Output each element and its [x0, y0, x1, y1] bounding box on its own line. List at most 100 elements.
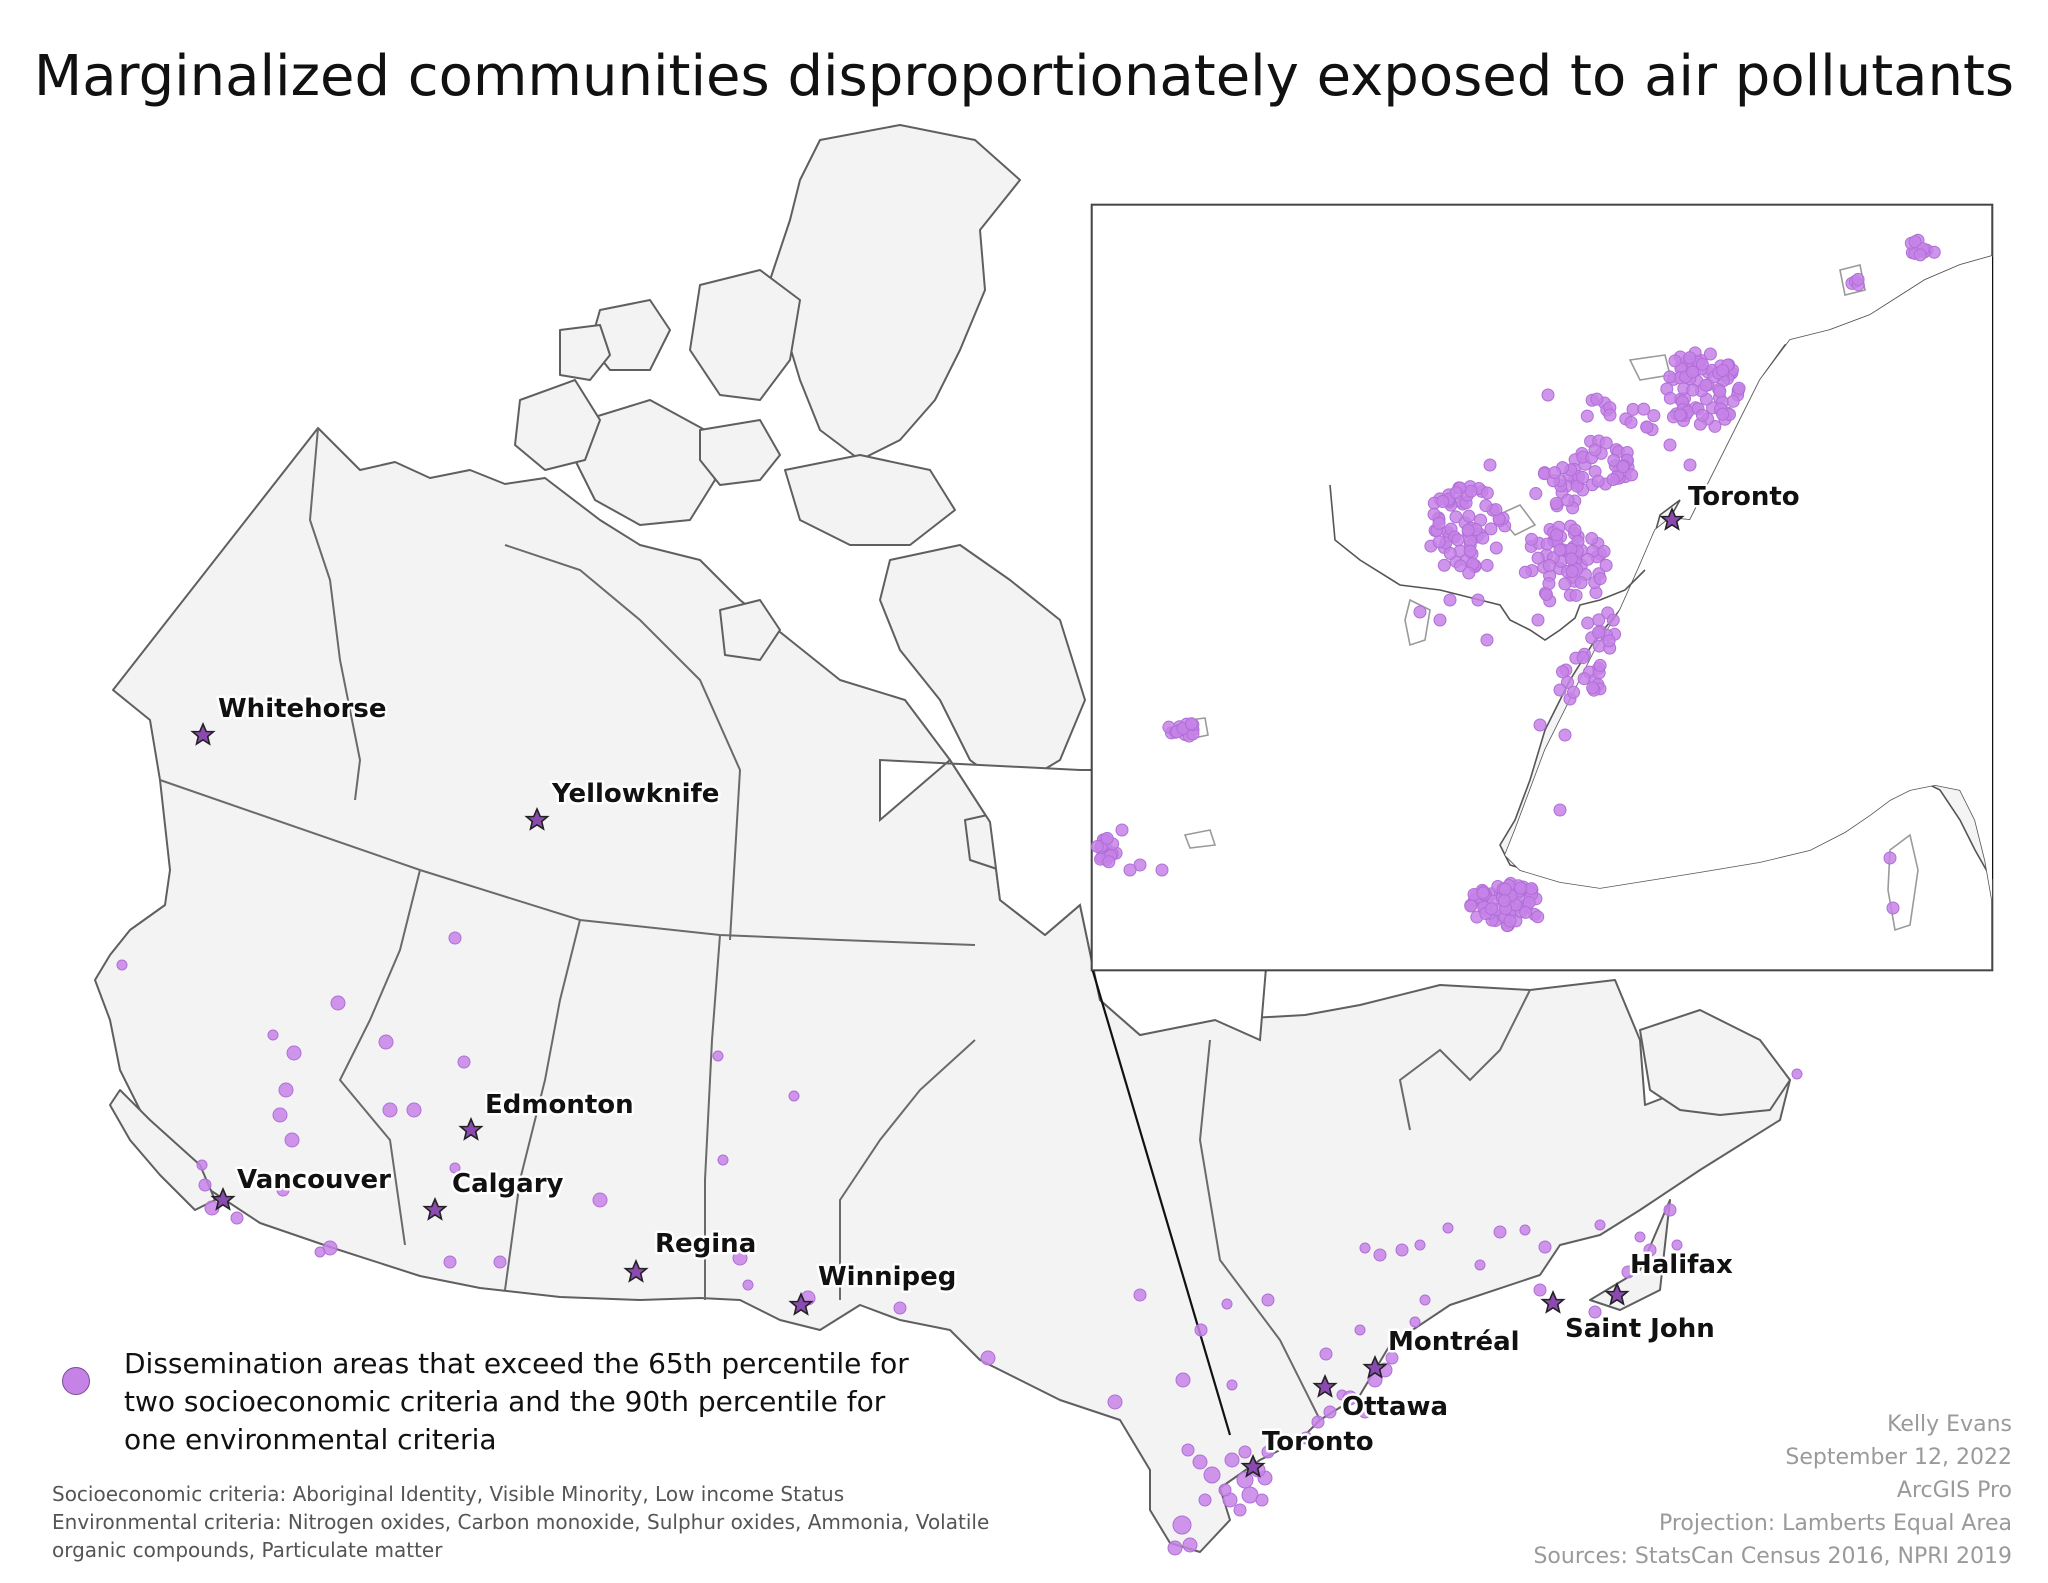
- pollution-marker[interactable]: [1261, 1293, 1275, 1307]
- inset-pollution-marker[interactable]: [1851, 272, 1865, 286]
- pollution-marker[interactable]: [1388, 1333, 1402, 1347]
- pollution-marker[interactable]: [1221, 1298, 1233, 1310]
- pollution-marker[interactable]: [1181, 1443, 1195, 1457]
- pollution-marker[interactable]: [272, 1107, 288, 1123]
- pollution-marker[interactable]: [1354, 1324, 1366, 1336]
- pollution-marker[interactable]: [230, 1211, 244, 1225]
- inset-pollution-marker[interactable]: [1599, 436, 1613, 450]
- pollution-marker[interactable]: [1533, 1283, 1547, 1297]
- inset-pollution-marker[interactable]: [1476, 531, 1490, 545]
- inset-pollution-marker[interactable]: [1436, 494, 1450, 508]
- inset-pollution-marker[interactable]: [1647, 409, 1661, 423]
- inset-pollution-marker[interactable]: [1588, 443, 1602, 457]
- pollution-marker[interactable]: [278, 1082, 294, 1098]
- pollution-marker[interactable]: [116, 959, 128, 971]
- vancouver-star[interactable]: [210, 1186, 236, 1211]
- inset-pollution-marker[interactable]: [1603, 408, 1617, 422]
- inset-pollution-marker[interactable]: [1913, 248, 1927, 262]
- pollution-marker[interactable]: [267, 1029, 279, 1041]
- inset-pollution-marker[interactable]: [1593, 572, 1607, 586]
- inset-pollution-marker[interactable]: [1695, 357, 1709, 371]
- calgary-star[interactable]: [422, 1196, 448, 1221]
- inset-pollution-marker[interactable]: [1577, 672, 1591, 686]
- inset-pollution-marker[interactable]: [1461, 523, 1475, 537]
- inset-pollution-marker[interactable]: [1480, 558, 1494, 572]
- pollution-marker[interactable]: [1261, 1445, 1275, 1459]
- inset-pollution-marker[interactable]: [1592, 613, 1606, 627]
- inset-pollution-marker[interactable]: [1090, 839, 1104, 853]
- pollution-marker[interactable]: [1671, 1239, 1683, 1251]
- pollution-marker[interactable]: [448, 931, 462, 945]
- inset-pollution-marker[interactable]: [1123, 863, 1137, 877]
- inset-pollution-marker[interactable]: [1580, 409, 1594, 423]
- inset-pollution-marker[interactable]: [1726, 394, 1740, 408]
- pollution-marker[interactable]: [980, 1350, 996, 1366]
- pollution-marker[interactable]: [1634, 1231, 1646, 1243]
- inset-pollution-marker[interactable]: [1480, 633, 1494, 647]
- inset-pollution-marker[interactable]: [1531, 613, 1545, 627]
- pollution-marker[interactable]: [382, 1102, 398, 1118]
- pollution-marker[interactable]: [1182, 1537, 1198, 1553]
- pollution-marker[interactable]: [196, 1159, 208, 1171]
- inset-pollution-marker[interactable]: [1433, 613, 1447, 627]
- ottawa-star[interactable]: [1312, 1373, 1338, 1398]
- inset-pollution-marker[interactable]: [1686, 365, 1700, 379]
- pollution-marker[interactable]: [1323, 1405, 1337, 1419]
- inset-pollution-marker[interactable]: [1503, 914, 1517, 928]
- pollution-marker[interactable]: [1175, 1372, 1191, 1388]
- inset-pollution-marker[interactable]: [1432, 535, 1446, 549]
- inset-pollution-marker[interactable]: [1616, 460, 1630, 474]
- inset-pollution-marker[interactable]: [1663, 438, 1677, 452]
- inset-pollution-marker[interactable]: [1683, 351, 1697, 365]
- pollution-marker[interactable]: [314, 1246, 326, 1258]
- pollution-marker[interactable]: [1358, 1405, 1372, 1419]
- inset-pollution-marker[interactable]: [1464, 484, 1478, 498]
- pollution-marker[interactable]: [1218, 1483, 1232, 1497]
- inset-pollution-marker[interactable]: [1883, 851, 1897, 865]
- pollution-marker[interactable]: [1621, 1265, 1635, 1279]
- pollution-marker[interactable]: [1233, 1503, 1247, 1517]
- inset-pollution-marker[interactable]: [1449, 486, 1463, 500]
- inset-pollution-marker[interactable]: [1462, 566, 1476, 580]
- inset-pollution-marker[interactable]: [1640, 420, 1654, 434]
- inset-pollution-marker[interactable]: [1553, 803, 1567, 817]
- pollution-marker[interactable]: [198, 1178, 212, 1192]
- pollution-marker[interactable]: [493, 1255, 507, 1269]
- pollution-marker[interactable]: [893, 1301, 907, 1315]
- inset-pollution-marker[interactable]: [1553, 683, 1567, 697]
- pollution-marker[interactable]: [1414, 1239, 1426, 1251]
- pollution-marker[interactable]: [1107, 1394, 1123, 1410]
- pollution-marker[interactable]: [276, 1183, 290, 1197]
- pollution-marker[interactable]: [788, 1090, 800, 1102]
- inset-pollution-marker[interactable]: [1602, 634, 1616, 648]
- inset-pollution-marker[interactable]: [1683, 458, 1697, 472]
- whitehorse-star[interactable]: [190, 721, 216, 746]
- inset-pollution-marker[interactable]: [1518, 565, 1532, 579]
- inset-pollution-marker[interactable]: [1606, 472, 1620, 486]
- inset-pollution-marker[interactable]: [1558, 577, 1572, 591]
- inset-pollution-marker[interactable]: [1606, 613, 1620, 627]
- inset-pollution-marker[interactable]: [1607, 453, 1621, 467]
- inset-pollution-marker[interactable]: [1463, 544, 1477, 558]
- pollution-marker[interactable]: [1359, 1242, 1371, 1254]
- inset-pollution-marker[interactable]: [1413, 605, 1427, 619]
- inset-pollution-marker[interactable]: [1453, 559, 1467, 573]
- pollution-marker[interactable]: [1224, 1452, 1240, 1468]
- pollution-marker[interactable]: [457, 1055, 471, 1069]
- inset-pollution-marker[interactable]: [1542, 577, 1556, 591]
- inset-pollution-marker[interactable]: [1581, 552, 1595, 566]
- pollution-marker[interactable]: [1385, 1351, 1399, 1365]
- pollution-marker[interactable]: [1594, 1219, 1606, 1231]
- inset-pollution-marker[interactable]: [1553, 543, 1567, 557]
- inset-pollution-marker[interactable]: [1590, 392, 1604, 406]
- inset-pollution-marker[interactable]: [1556, 665, 1570, 679]
- pollution-marker[interactable]: [1419, 1294, 1431, 1306]
- inset-pollution-marker[interactable]: [1574, 576, 1588, 590]
- inset-pollution-marker[interactable]: [1716, 407, 1730, 421]
- inset-pollution-marker[interactable]: [1480, 486, 1494, 500]
- inset-pollution-marker[interactable]: [1533, 718, 1547, 732]
- pollution-marker[interactable]: [1663, 1203, 1677, 1217]
- inset-pollution-marker[interactable]: [1443, 546, 1457, 560]
- inset-pollution-marker[interactable]: [1565, 564, 1579, 578]
- inset-pollution-marker[interactable]: [1586, 681, 1600, 695]
